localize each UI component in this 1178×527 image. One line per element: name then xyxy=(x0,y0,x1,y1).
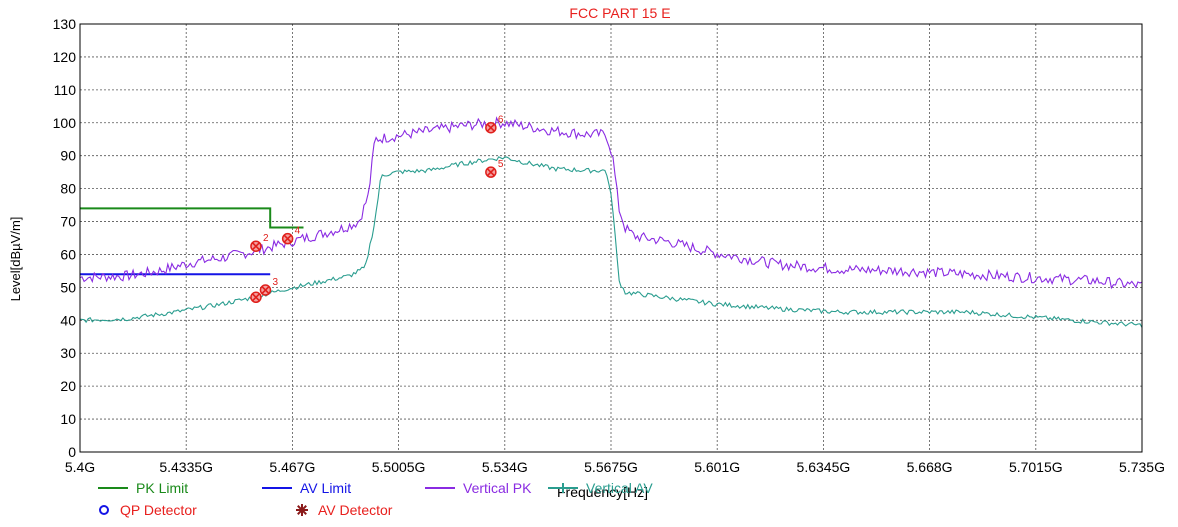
legend-label: QP Detector xyxy=(120,502,197,518)
x-tick-label: 5.4G xyxy=(65,459,95,475)
legend-item-vertical-av: Vertical AV xyxy=(548,480,653,496)
circle-icon xyxy=(99,505,109,515)
series-pk-limit xyxy=(80,207,304,229)
x-tick-label: 5.668G xyxy=(907,459,953,475)
detector-marker: 2 xyxy=(250,233,269,252)
marker-cross xyxy=(251,242,261,251)
legend-label: Vertical AV xyxy=(586,480,653,496)
detector-marker: 5 xyxy=(485,159,504,178)
y-tick-label: 40 xyxy=(60,312,76,328)
legend-item-pk-limit: PK Limit xyxy=(98,480,188,496)
x-tick-label: 5.5675G xyxy=(584,459,638,475)
star-icon xyxy=(297,505,307,515)
axes: 0 10 20 30 40 50 60 70 80 90 100 110 120 130 5.4G 5.433… xyxy=(53,16,1165,475)
series-vertical-pk xyxy=(79,116,1143,290)
x-tick-label: 5.601G xyxy=(694,459,740,475)
marker-cross xyxy=(486,168,495,177)
marker-label: 3 xyxy=(272,277,278,288)
x-tick-label: 5.735G xyxy=(1119,459,1165,475)
x-tick-label: 5.6345G xyxy=(797,459,851,475)
detector-marker: 6 xyxy=(485,115,504,134)
detector-marker: 4 xyxy=(281,226,301,245)
x-tick-label: 5.7015G xyxy=(1009,459,1063,475)
y-tick-label: 60 xyxy=(60,246,76,262)
y-tick-label: 70 xyxy=(60,214,76,230)
legend-label: Vertical PK xyxy=(463,480,532,496)
x-tick-label: 5.4335G xyxy=(159,459,213,475)
y-tick-label: 10 xyxy=(60,411,76,427)
legend-item-av-detector: AV Detector xyxy=(296,502,393,518)
chart-title: FCC PART 15 E xyxy=(569,5,670,21)
detector-marker: 3 xyxy=(259,277,278,296)
plot-frame xyxy=(79,23,1143,453)
legend: PK Limit AV Limit Vertical PK Vertical AV QP… xyxy=(98,480,653,518)
y-tick-label: 110 xyxy=(54,82,77,98)
grid xyxy=(80,24,1142,452)
marker-label: 5 xyxy=(498,159,504,170)
y-tick-label: 30 xyxy=(60,345,76,361)
marker-label: 4 xyxy=(295,226,301,237)
legend-item-qp-detector: QP Detector xyxy=(99,502,197,518)
marker-cross xyxy=(486,123,495,132)
y-tick-label: 50 xyxy=(60,279,76,295)
marker-cross xyxy=(283,234,292,243)
legend-label: AV Detector xyxy=(318,502,393,518)
marker-cross xyxy=(261,285,270,295)
marker-label: 2 xyxy=(263,233,269,244)
legend-item-vertical-pk: Vertical PK xyxy=(425,480,532,496)
y-tick-label: 80 xyxy=(60,181,76,197)
y-axis-title: Level[dBµV/m] xyxy=(8,217,23,302)
y-tick-label: 100 xyxy=(53,115,77,131)
legend-item-av-limit: AV Limit xyxy=(262,480,351,496)
legend-label: AV Limit xyxy=(300,480,351,496)
x-tick-label: 5.5005G xyxy=(372,459,426,475)
y-tick-label: 90 xyxy=(60,148,76,164)
y-tick-label: 120 xyxy=(53,49,77,65)
marker-cross xyxy=(251,293,261,302)
detector-markers: 123456 xyxy=(250,115,504,304)
y-tick-label: 20 xyxy=(60,378,76,394)
x-tick-label: 5.534G xyxy=(482,459,528,475)
x-axis-title: Frequency[Hz] xyxy=(557,484,648,500)
y-tick-label: 130 xyxy=(53,16,77,32)
x-tick-label: 5.467G xyxy=(269,459,315,475)
y-tick-label: 0 xyxy=(68,444,76,460)
marker-label: 6 xyxy=(498,115,504,126)
legend-label: PK Limit xyxy=(136,480,188,496)
